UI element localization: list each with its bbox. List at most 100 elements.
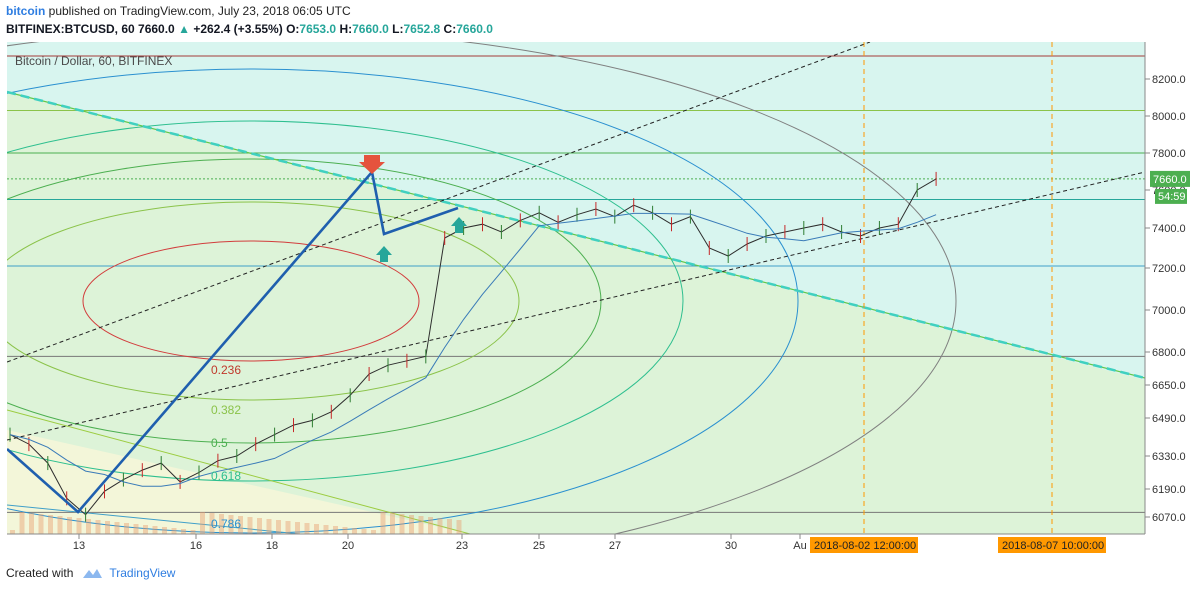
fib-circle [7, 201, 520, 401]
volume-bar [10, 530, 15, 534]
up-arrow-marker [376, 246, 392, 262]
fib-level-label: 0.5 [211, 436, 228, 450]
volume-bar [38, 514, 44, 534]
volume-bar [162, 527, 167, 534]
price-tick-label: 7800.0 [1152, 148, 1186, 160]
price-tick-label: 6490.0 [1152, 413, 1186, 425]
price-tick-label: 7400.0 [1152, 223, 1186, 235]
time-tick-label: Au [793, 540, 806, 552]
volume-bar [76, 518, 82, 534]
price-series-line [9, 178, 937, 516]
time-tick-label: 25 [533, 540, 545, 552]
volume-bar [342, 527, 348, 534]
tradingview-logo-icon [81, 567, 103, 579]
volume-bar [247, 517, 253, 534]
time-tick-label: 27 [609, 540, 621, 552]
volume-bar [456, 520, 462, 534]
close-label: C: [443, 22, 457, 36]
channel-lower-line [7, 171, 1145, 441]
volume-bar [19, 512, 25, 534]
volume-bar [219, 514, 224, 534]
up-arrow-marker [451, 217, 467, 233]
published-text: published on TradingView.com, July 23, 2… [45, 4, 351, 18]
publish-info: bitcoin published on TradingView.com, Ju… [6, 4, 351, 18]
price-tick-label: 6330.0 [1152, 451, 1186, 463]
date-tag [998, 537, 1106, 553]
volume-bar [200, 512, 205, 534]
current-price-label: 7660.0 [1153, 174, 1187, 186]
volume-bar [314, 524, 319, 534]
open-value: 7653.0 [299, 22, 337, 36]
price-change: +262.4 (+3.55%) [193, 22, 283, 36]
date-tag-label: 2018-08-02 12:00:00 [814, 540, 916, 552]
fib-level-label: 0.618 [211, 469, 241, 483]
volume-bar [266, 519, 272, 534]
upper-fib-fan-zone [7, 42, 1145, 380]
price-axis-background [1145, 42, 1203, 534]
fib-circle [82, 240, 420, 362]
volume-bar [133, 524, 139, 534]
tradingview-link[interactable]: TradingView [109, 566, 176, 580]
fib-circle [7, 42, 957, 534]
price-tick-label: 8200.0 [1152, 74, 1186, 86]
time-axis-background [7, 534, 1145, 554]
author-link[interactable]: bitcoin [6, 4, 46, 18]
plot-area[interactable] [0, 29, 1145, 560]
time-tick-label: 13 [73, 540, 85, 552]
current-price-tag [1150, 170, 1190, 187]
price-tick-label: 7000.0 [1152, 305, 1186, 317]
fib-level-label: 0.786 [211, 517, 241, 531]
volume-bar [371, 530, 376, 534]
high-value: 7660.0 [352, 22, 389, 36]
volume-bar [447, 519, 452, 534]
time-tick-label: 20 [342, 540, 354, 552]
fib-circle [7, 68, 799, 534]
volume-bar [409, 515, 414, 534]
volume-bar [171, 528, 177, 534]
volume-bar [295, 522, 300, 534]
fib-level-label: 0.382 [211, 403, 241, 417]
volume-bar [257, 518, 262, 534]
fib-circle [7, 120, 684, 482]
volume-bar [143, 525, 148, 534]
inner-fan-zone [7, 430, 470, 534]
volume-bar [105, 521, 110, 534]
time-axis[interactable]: 13 16 18 20 23 25 27 30 Au 2018-08-02 12:00:00 201… [7, 533, 1145, 554]
volume-bar [418, 516, 424, 534]
volume-bar [181, 529, 186, 534]
created-with-label: Created with [6, 566, 74, 580]
price-tick-label: 8000.0 [1152, 111, 1186, 123]
volume-bar [95, 520, 101, 534]
inner-fan-line [7, 504, 301, 534]
last-price: 7660.0 [138, 22, 175, 36]
chart-title: Bitcoin / Dollar, 60, BITFINEX [15, 54, 172, 68]
lower-fib-fan-zone [7, 92, 1145, 534]
volume-bar [437, 518, 443, 534]
fib-fan-line [7, 91, 1145, 379]
date-tag [810, 537, 918, 553]
volume-bar [352, 528, 357, 534]
symbol-name[interactable]: BITFINEX:BTCUSD, 60 [6, 22, 135, 36]
time-tick-label: 18 [266, 540, 278, 552]
close-value: 7660.0 [456, 22, 493, 36]
volume-bar [124, 523, 129, 534]
chart-canvas[interactable]: 0.236 0.382 0.5 0.618 0.786 Bitcoin / Dollar… [0, 0, 1203, 560]
volume-bar [323, 525, 329, 534]
volume-bar [380, 512, 386, 534]
low-value: 7652.8 [403, 22, 441, 36]
volume-bar [238, 516, 243, 534]
time-tick-label: 23 [456, 540, 468, 552]
open-label: O: [286, 22, 300, 36]
up-triangle-icon: ▲ [178, 22, 190, 36]
price-tick-label: 6800.0 [1152, 347, 1186, 359]
symbol-legend: BITFINEX:BTCUSD, 60 7660.0 ▲ +262.4 (+3.… [6, 22, 493, 36]
price-tick-label: 6190.0 [1152, 484, 1186, 496]
date-tag-label: 2018-08-07 10:00:00 [1002, 540, 1104, 552]
high-label: H: [339, 22, 353, 36]
volume-bar [361, 529, 367, 534]
volume-bar [86, 519, 91, 534]
volume-bar [190, 530, 196, 534]
volume-bar [390, 513, 395, 534]
price-axis[interactable]: 8200.08000.07800.07600.07400.07200.07000… [1144, 42, 1203, 534]
volume-bar [57, 516, 63, 534]
